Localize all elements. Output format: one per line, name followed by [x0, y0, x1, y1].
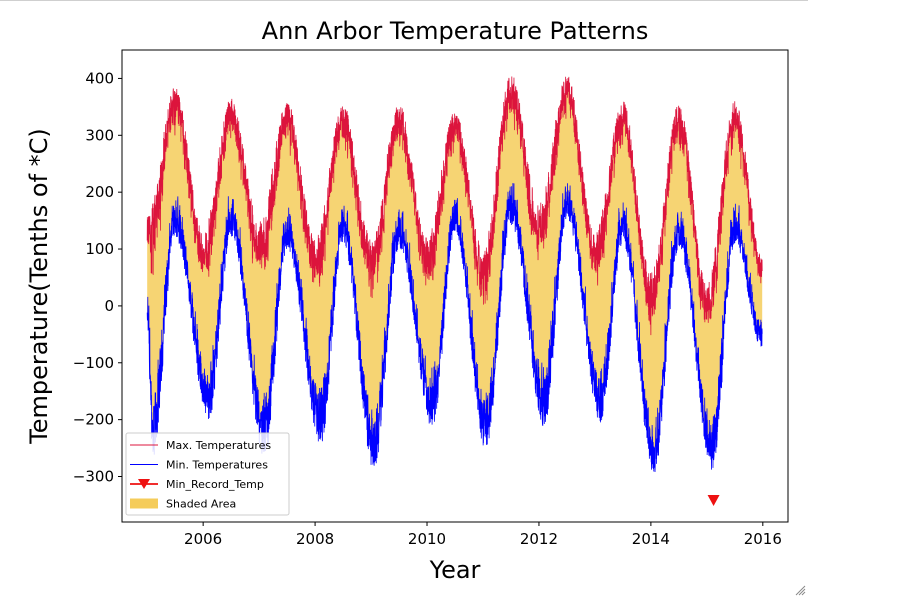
legend-entry: Min_Record_Temp	[130, 478, 264, 491]
x-tick-label: 2014	[632, 530, 670, 548]
min-temperatures-line	[146, 183, 763, 473]
resize-handle-icon[interactable]	[792, 584, 806, 596]
y-tick-label: 100	[85, 240, 114, 258]
y-axis-label: Temperature(Tenths of *C)	[25, 128, 53, 445]
y-tick-label: −200	[73, 411, 114, 429]
legend-label: Shaded Area	[166, 498, 236, 511]
y-tick-label: −300	[73, 468, 114, 486]
top-border-line	[0, 0, 808, 1]
legend-box	[125, 432, 290, 516]
x-tick-label: 2016	[744, 530, 782, 548]
legend: Max. Temperatures Min. Temperatures Min_Re…	[125, 432, 290, 516]
shaded-area	[147, 76, 763, 473]
x-tick-label: 2010	[408, 530, 446, 548]
min-record-temp-marker	[707, 494, 720, 506]
max-temperatures-line	[146, 76, 763, 336]
legend-label: Min. Temperatures	[166, 459, 268, 472]
plot-frame	[121, 49, 789, 523]
plot-area	[146, 76, 763, 506]
y-axis: 400 300 200 100 0 −100 −200 −300	[73, 69, 122, 486]
x-tick-label: 2008	[296, 530, 334, 548]
y-tick-label: 0	[104, 297, 114, 315]
y-tick-label: −100	[73, 354, 114, 372]
legend-label: Max. Temperatures	[166, 439, 271, 452]
y-tick-label: 300	[85, 126, 114, 144]
legend-entry: Min. Temperatures	[130, 459, 268, 472]
y-tick-label: 200	[85, 183, 114, 201]
y-tick-label: 400	[85, 69, 114, 87]
chart-title: Ann Arbor Temperature Patterns	[262, 17, 649, 45]
legend-entry: Max. Temperatures	[130, 439, 271, 452]
plot-border	[121, 49, 789, 523]
x-tick-label: 2006	[184, 530, 222, 548]
x-axis: 2006 2008 2010 2012 2014 2016	[184, 522, 782, 548]
x-axis-label: Year	[429, 556, 481, 584]
x-tick-label: 2012	[520, 530, 558, 548]
legend-entry: Shaded Area	[130, 498, 236, 511]
legend-label: Min_Record_Temp	[166, 478, 264, 491]
